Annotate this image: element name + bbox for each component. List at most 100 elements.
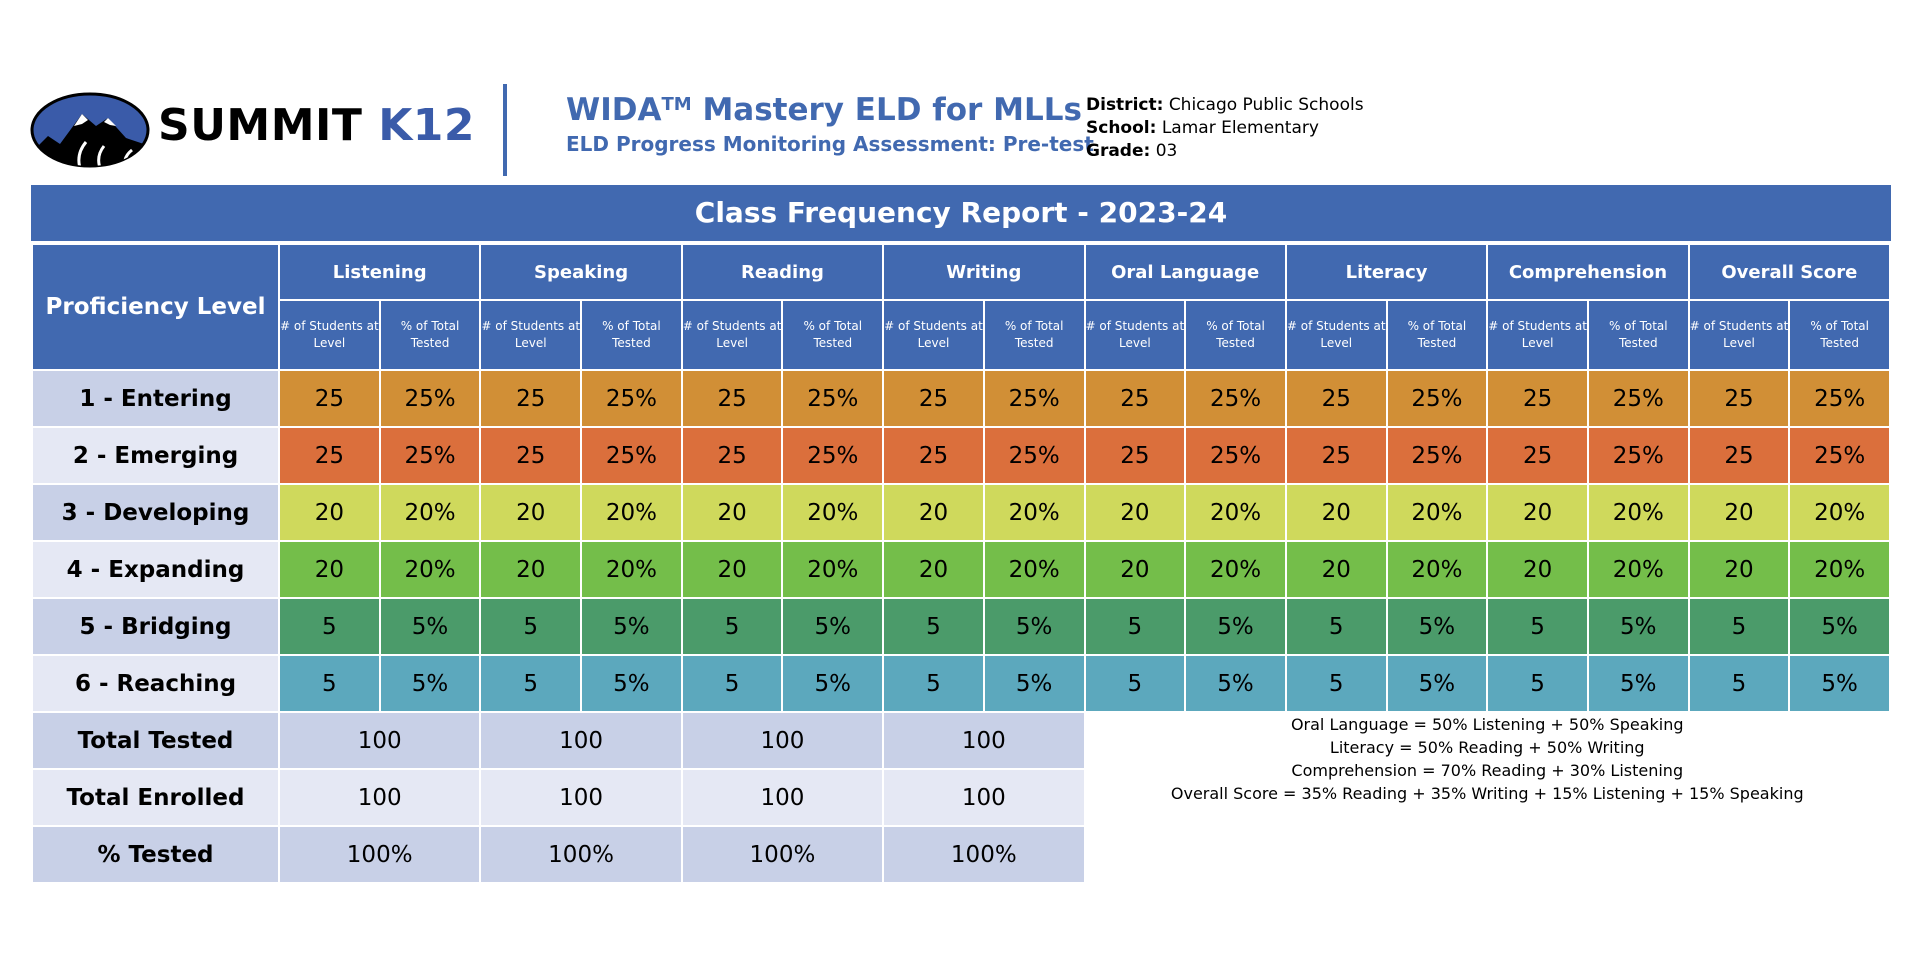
level-row: 5 - Bridging 5 5% 5 5% 5 5% 5 5% 5 5% 5 5% 5 5% 5 5%	[31, 597, 1891, 656]
percent-cell: 25%	[1788, 426, 1891, 485]
count-subheader: # of Students at Level	[882, 299, 985, 371]
domain-header: Literacy	[1284, 243, 1489, 301]
student-count-cell: 20	[882, 540, 985, 599]
student-count-cell: 25	[479, 369, 583, 428]
student-count-cell: 25	[1687, 426, 1791, 485]
student-count-cell: 5	[479, 597, 583, 656]
percent-cell: 20%	[781, 540, 885, 599]
percent-cell: 25%	[1184, 369, 1287, 428]
count-subheader: # of Students at Level	[1486, 299, 1589, 371]
student-count-cell: 5	[882, 597, 985, 656]
student-count-cell: 25	[278, 426, 381, 485]
student-count-cell: 20	[1687, 483, 1791, 542]
header-divider	[503, 84, 507, 176]
percent-cell: 25%	[781, 426, 885, 485]
student-count-cell: 5	[1284, 654, 1388, 713]
student-count-cell: 5	[1486, 654, 1589, 713]
grade-line: Grade: 03	[1086, 141, 1178, 161]
student-count-cell: 25	[882, 369, 985, 428]
assessment-subtitle: ELD Progress Monitoring Assessment: Pre-…	[566, 132, 1094, 156]
percent-subheader: % of Total Tested	[781, 299, 885, 371]
student-count-cell: 20	[278, 540, 381, 599]
assessment-title: WIDATM Mastery ELD for MLLs	[566, 92, 1082, 128]
percent-cell: 20%	[1184, 483, 1287, 542]
frequency-report: Class Frequency Report - 2023-24 Profici…	[31, 185, 1892, 884]
level-row: 4 - Expanding 20 20% 20 20% 20 20% 20 20% 20 20% 20…	[31, 540, 1891, 599]
totals-value: 100	[680, 711, 885, 770]
student-count-cell: 5	[278, 597, 381, 656]
brand-summit: SUMMIT	[158, 100, 363, 151]
level-label: 1 - Entering	[31, 369, 280, 428]
student-count-cell: 25	[1083, 426, 1187, 485]
totals-value: 100	[479, 711, 683, 770]
level-label: 4 - Expanding	[31, 540, 280, 599]
student-count-cell: 20	[882, 483, 985, 542]
totals-value: 100%	[479, 825, 683, 884]
count-subheader: # of Students at Level	[1083, 299, 1187, 371]
percent-cell: 20%	[1385, 540, 1489, 599]
score-formula-notes: Oral Language = 50% Listening + 50% Spea…	[1083, 711, 1891, 884]
student-count-cell: 20	[479, 540, 583, 599]
student-count-cell: 25	[479, 426, 583, 485]
percent-cell: 25%	[378, 426, 482, 485]
domain-header: Listening	[277, 243, 482, 301]
student-count-cell: 25	[1486, 426, 1589, 485]
count-subheader: # of Students at Level	[1284, 299, 1388, 371]
level-label: 6 - Reaching	[31, 654, 280, 713]
student-count-cell: 20	[479, 483, 583, 542]
percent-cell: 20%	[982, 483, 1086, 542]
domain-header: Reading	[680, 243, 885, 301]
formula-note: Literacy = 50% Reading + 50% Writing	[1329, 738, 1645, 757]
student-count-cell: 5	[1284, 597, 1388, 656]
percent-cell: 5%	[378, 597, 482, 656]
percent-cell: 5%	[1586, 597, 1690, 656]
district-line: District: Chicago Public Schools	[1086, 95, 1364, 115]
totals-row: Total Enrolled 100 100 100 100	[31, 768, 1890, 827]
student-count-cell: 20	[1486, 483, 1589, 542]
report-title: Class Frequency Report - 2023-24	[31, 185, 1891, 243]
student-count-cell: 5	[1687, 597, 1791, 656]
percent-cell: 25%	[580, 369, 683, 428]
percent-cell: 20%	[1586, 540, 1690, 599]
totals-value: 100	[882, 768, 1086, 827]
brand-wordmark: SUMMIT K12	[158, 100, 475, 151]
student-count-cell: 5	[1486, 597, 1589, 656]
percent-subheader: % of Total Tested	[1184, 299, 1287, 371]
percent-cell: 5%	[1385, 597, 1489, 656]
level-row: 1 - Entering 25 25% 25 25% 25 25% 25 25% 25 25% 25 2…	[31, 369, 1891, 428]
percent-cell: 5%	[1385, 654, 1489, 713]
percent-cell: 5%	[580, 597, 683, 656]
percent-cell: 20%	[781, 483, 885, 542]
percent-cell: 25%	[982, 426, 1086, 485]
percent-cell: 5%	[1788, 597, 1891, 656]
totals-value: 100	[277, 711, 482, 770]
totals-value: 100	[882, 711, 1086, 770]
percent-cell: 25%	[982, 369, 1086, 428]
percent-cell: 5%	[1788, 654, 1891, 713]
student-count-cell: 25	[1687, 369, 1791, 428]
percent-cell: 5%	[781, 597, 885, 656]
count-subheader: # of Students at Level	[1687, 299, 1791, 371]
student-count-cell: 5	[680, 597, 784, 656]
percent-cell: 25%	[580, 426, 683, 485]
totals-value: 100%	[277, 825, 482, 884]
school-info: District: Chicago Public Schools School:…	[1086, 94, 1364, 163]
totals-label: Total Tested	[31, 711, 280, 770]
percent-cell: 5%	[378, 654, 482, 713]
formula-note: Overall Score = 35% Reading + 35% Writin…	[1170, 784, 1804, 803]
brand-k12: K12	[378, 100, 476, 151]
proficiency-level-header: Proficiency Level	[31, 243, 280, 371]
student-count-cell: 5	[1687, 654, 1791, 713]
count-subheader: # of Students at Level	[479, 299, 583, 371]
totals-value: 100%	[882, 825, 1086, 884]
student-count-cell: 25	[680, 369, 784, 428]
subheader-row: # of Students at Level% of Total Tested #…	[32, 299, 1891, 371]
student-count-cell: 20	[1284, 483, 1388, 542]
percent-subheader: % of Total Tested	[982, 299, 1086, 371]
student-count-cell: 5	[680, 654, 784, 713]
domain-header: Speaking	[479, 243, 683, 301]
percent-cell: 25%	[781, 369, 885, 428]
percent-subheader: % of Total Tested	[580, 299, 683, 371]
formula-note: Oral Language = 50% Listening + 50% Spea…	[1290, 715, 1684, 734]
percent-cell: 20%	[1385, 483, 1489, 542]
